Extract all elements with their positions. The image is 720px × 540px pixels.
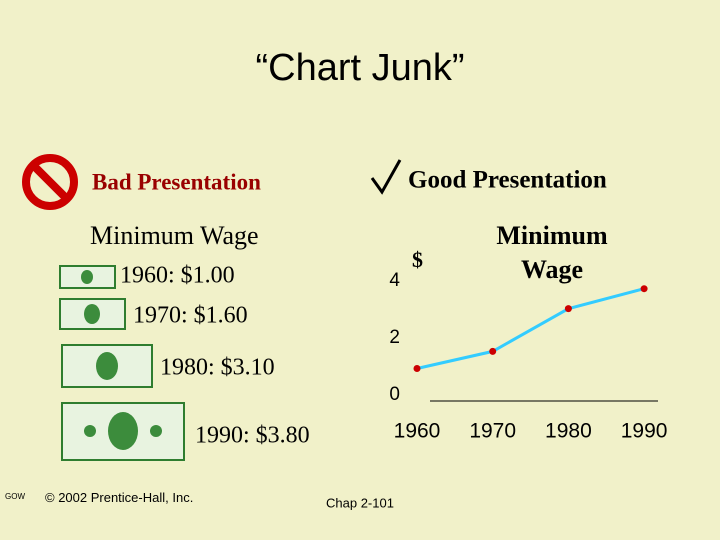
footer-code: GOW: [5, 492, 25, 501]
good-label: Good Presentation: [408, 167, 607, 194]
x-tick-label: 1990: [621, 420, 668, 443]
x-tick-label: 1970: [469, 420, 516, 443]
check-mark: [370, 159, 402, 195]
bad-label: Bad Presentation: [92, 169, 261, 194]
y-axis-label: $: [412, 247, 423, 272]
data-point: [489, 347, 497, 355]
x-tick-label: 1960: [394, 420, 441, 443]
footer-page: Chap 2-101: [326, 495, 394, 510]
dollar-bill: [59, 298, 126, 330]
y-tick-label: 0: [389, 384, 400, 405]
no-sign: [22, 154, 78, 210]
data-point: [640, 285, 648, 293]
bad-item: 1990: $3.80: [195, 423, 310, 449]
data-point: [413, 365, 421, 372]
data-line: [416, 287, 645, 370]
slide-title: “Chart Junk”: [255, 47, 464, 89]
y-tick-label: 2: [389, 327, 400, 348]
chart-title: Minimum Wage: [496, 221, 608, 284]
dollar-bill: [61, 344, 153, 388]
footer-copyright: © 2002 Prentice-Hall, Inc.: [45, 490, 194, 505]
x-tick-label: 1980: [545, 420, 592, 443]
dollar-bill: [61, 402, 185, 461]
bad-item: 1980: $3.10: [160, 355, 275, 381]
y-tick-label: 4: [389, 270, 400, 291]
bad-title: Minimum Wage: [90, 221, 259, 250]
bad-item: 1960: $1.00: [120, 263, 235, 289]
dollar-bill: [59, 265, 116, 289]
data-point: [564, 305, 572, 313]
bad-item: 1970: $1.60: [133, 303, 248, 329]
